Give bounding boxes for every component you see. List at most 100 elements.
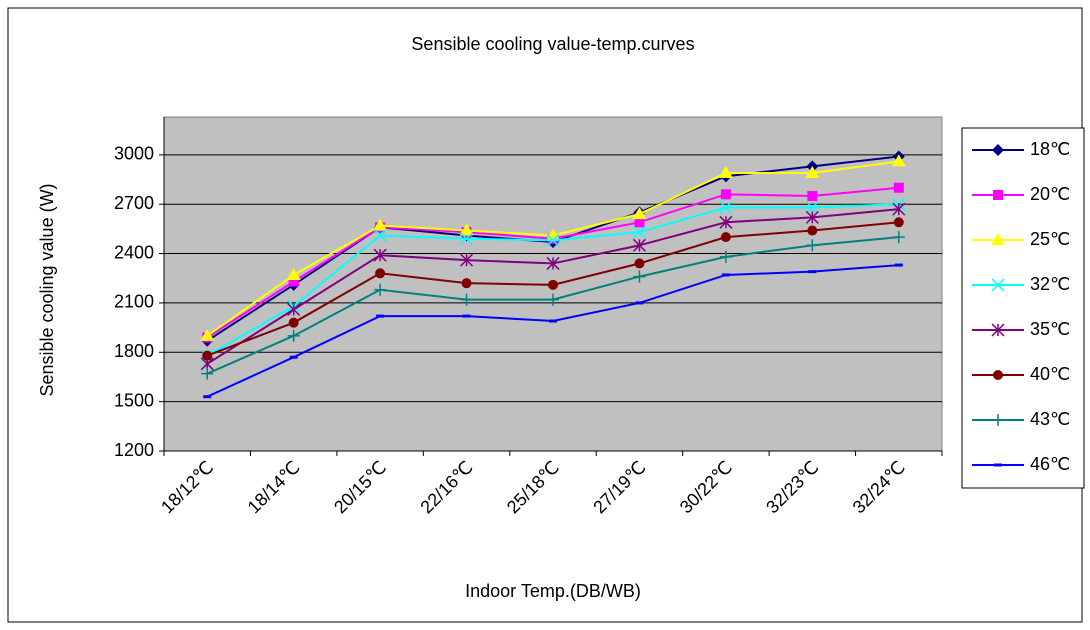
marker [549, 319, 557, 323]
marker-shape [891, 154, 906, 167]
marker [893, 217, 904, 228]
legend-label: 43℃ [1030, 409, 1070, 429]
marker-shape [720, 232, 731, 243]
marker-shape [286, 267, 301, 280]
marker [632, 225, 646, 239]
marker-shape [721, 273, 730, 277]
marker [891, 154, 906, 167]
marker [720, 232, 731, 243]
marker [286, 267, 301, 280]
marker-shape [546, 233, 560, 247]
marker [288, 276, 299, 287]
marker [200, 328, 215, 341]
marker-shape [373, 228, 387, 242]
marker [807, 190, 818, 201]
marker-shape [719, 200, 733, 215]
y-axis-label: Sensible cooling value (W) [37, 183, 57, 396]
marker [805, 200, 819, 215]
marker [892, 231, 905, 244]
y-tick-label: 3000 [114, 144, 154, 164]
marker-shape [460, 232, 474, 246]
y-tick-label: 1800 [114, 341, 154, 361]
marker-shape [373, 218, 388, 231]
marker [460, 232, 474, 246]
marker [462, 314, 471, 318]
y-tick-label: 2700 [114, 193, 154, 213]
marker-shape [718, 165, 733, 178]
marker [718, 165, 733, 178]
marker [547, 293, 559, 306]
marker-shape [807, 190, 818, 201]
marker [632, 238, 646, 252]
marker-shape [808, 270, 817, 274]
marker-shape [634, 258, 645, 269]
marker [633, 270, 646, 283]
marker [719, 250, 732, 263]
marker-shape [991, 233, 1005, 245]
marker-shape [805, 200, 819, 215]
marker-shape [635, 301, 644, 305]
marker [635, 301, 644, 305]
marker [807, 225, 818, 236]
legend-label: 32℃ [1030, 274, 1070, 294]
legend-box [961, 127, 1085, 489]
marker [719, 200, 733, 215]
marker [634, 217, 645, 228]
marker [289, 355, 298, 359]
marker [203, 395, 212, 399]
marker [459, 223, 474, 236]
y-tick-label: 1200 [114, 440, 154, 460]
marker-shape [894, 263, 903, 267]
marker-shape [202, 350, 213, 361]
legend-label: 18℃ [1030, 139, 1070, 159]
legend-label: 46℃ [1030, 454, 1070, 474]
marker-shape [459, 223, 474, 236]
marker-shape [203, 395, 212, 399]
marker-shape [200, 328, 215, 341]
marker [806, 239, 819, 252]
marker-shape [993, 370, 1003, 380]
marker [893, 182, 904, 193]
marker [721, 273, 730, 277]
marker-shape [461, 278, 472, 289]
x-axis-label: Indoor Temp.(DB/WB) [465, 581, 641, 601]
marker [994, 463, 1002, 467]
marker [546, 233, 560, 247]
marker [634, 258, 645, 269]
marker-shape [376, 314, 385, 318]
marker [375, 268, 386, 279]
marker-shape [548, 279, 558, 290]
marker-shape [993, 190, 1003, 200]
y-tick-label: 1500 [114, 390, 154, 410]
legend-label: 25℃ [1030, 229, 1070, 249]
marker [202, 350, 213, 361]
marker-shape [632, 207, 647, 220]
marker [288, 317, 299, 328]
marker [808, 270, 817, 274]
marker [993, 370, 1003, 380]
marker [992, 144, 1004, 156]
marker [287, 329, 300, 342]
marker-shape [288, 276, 299, 287]
marker [201, 367, 214, 380]
marker-shape [807, 225, 818, 236]
chart-title: Sensible cooling value-temp.curves [411, 34, 694, 54]
marker-shape [893, 182, 904, 193]
legend-label: 35℃ [1030, 319, 1070, 339]
marker-shape [375, 268, 386, 279]
marker-shape [634, 217, 645, 228]
marker [991, 278, 1005, 292]
marker [632, 207, 647, 220]
marker [460, 293, 473, 306]
marker [373, 248, 387, 262]
marker-shape [893, 217, 904, 228]
y-tick-label: 2400 [114, 242, 154, 262]
marker [719, 215, 733, 229]
marker [992, 414, 1004, 426]
marker [805, 165, 820, 178]
marker [991, 323, 1005, 337]
marker-shape [549, 319, 557, 323]
marker-shape [991, 278, 1005, 292]
marker-shape [462, 314, 471, 318]
